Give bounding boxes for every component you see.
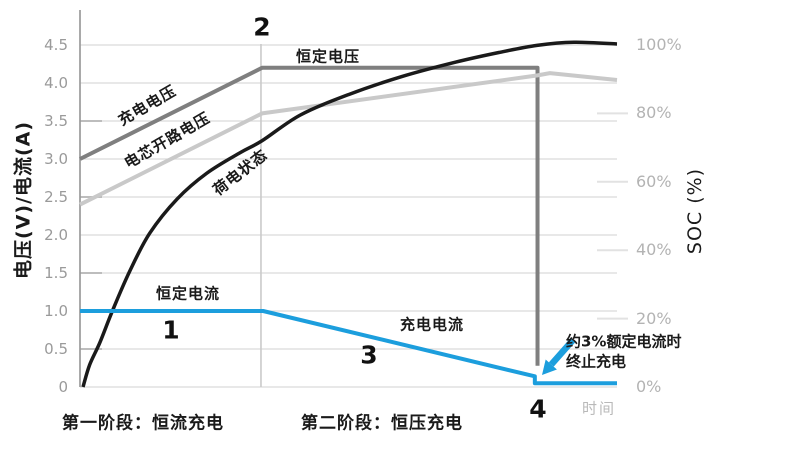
phase-marker-3: 3 — [360, 340, 378, 370]
left-axis-tick-0: 0 — [58, 378, 68, 396]
termination-note-line2: 终止充电 — [566, 352, 627, 371]
right-axis-tick-0%: 0% — [636, 377, 662, 396]
series-电芯开路电压 — [79, 71, 618, 207]
left-axis-tick-1.5: 1.5 — [44, 264, 68, 282]
x-axis-title: 时间 — [581, 399, 617, 418]
left-axis-tick-4.5: 4.5 — [44, 36, 68, 54]
right-axis-title: SOC (%) — [684, 167, 706, 255]
stage-2-label: 第二阶段：恒压充电 — [301, 413, 463, 434]
left-axis-title: 电压(V)/电流(A) — [12, 120, 35, 280]
series-充电电压 — [79, 65, 540, 366]
phase-marker-4: 4 — [529, 394, 547, 424]
right-axis-tick-40%: 40% — [636, 240, 672, 260]
constant-current-label: 恒定电流 — [155, 284, 221, 303]
right-axis-tick-60%: 60% — [636, 171, 672, 191]
charge-current-label: 充电电流 — [399, 315, 465, 334]
right-axis-tick-20%: 20% — [636, 308, 672, 328]
termination-note-line1: 约3%额定电流时 — [566, 332, 682, 351]
phase-marker-1: 1 — [162, 315, 180, 345]
left-axis-tick-3.0: 3.0 — [44, 150, 68, 168]
left-axis-tick-0.5: 0.5 — [44, 340, 68, 358]
right-axis-tick-80%: 80% — [636, 103, 672, 123]
constant-voltage-label: 恒定电压 — [295, 47, 361, 66]
series-荷电状态 — [81, 40, 618, 388]
phase-marker-2: 2 — [253, 12, 271, 42]
termination-arrow-icon — [542, 359, 557, 375]
left-axis-tick-4.0: 4.0 — [44, 74, 68, 92]
right-axis-tick-100%: 100% — [636, 35, 682, 54]
left-axis-tick-2.0: 2.0 — [44, 226, 68, 244]
series-充电电流 — [80, 309, 617, 386]
stage-1-label: 第一阶段：恒流充电 — [62, 413, 224, 434]
left-axis-tick-3.5: 3.5 — [44, 112, 68, 130]
left-axis-tick-2.5: 2.5 — [44, 188, 68, 206]
left-axis-tick-1.0: 1.0 — [44, 302, 68, 320]
